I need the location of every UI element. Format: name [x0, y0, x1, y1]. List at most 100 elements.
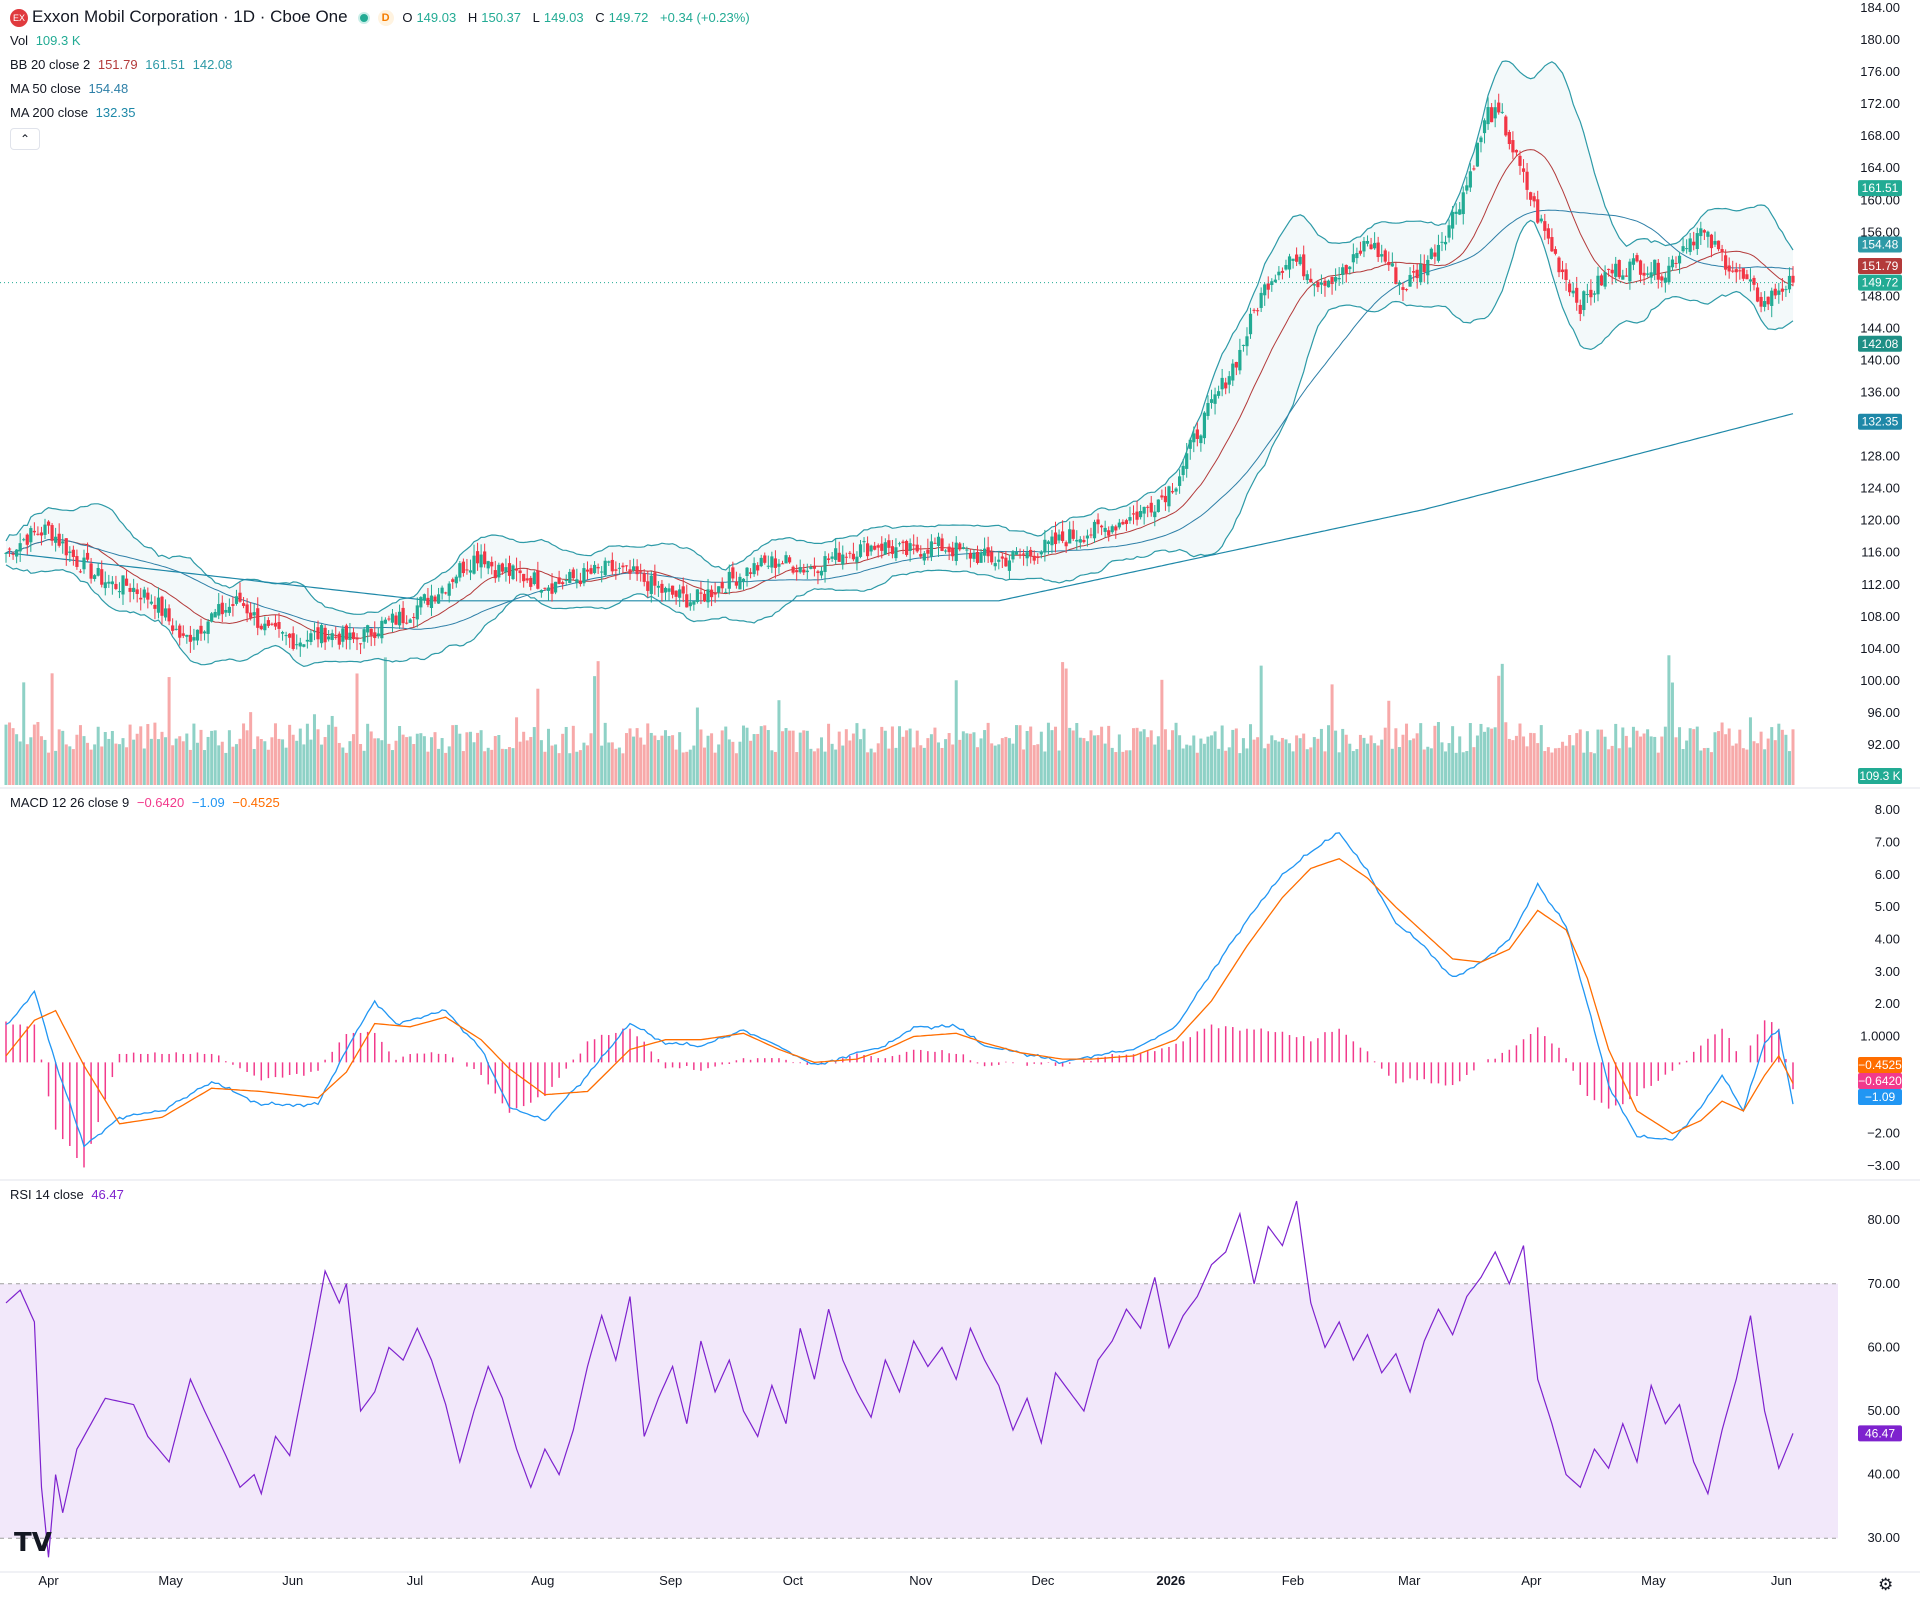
interval-badge[interactable]: D [377, 9, 394, 26]
volume-bar [589, 733, 593, 785]
candle-body [323, 627, 327, 643]
volume-bar [185, 733, 189, 785]
volume-bar [749, 740, 753, 785]
candle-body [369, 628, 373, 636]
volume-bar [1681, 749, 1685, 785]
rsi-legend[interactable]: RSI 14 close 46.47 [10, 1187, 124, 1202]
volume-bar [188, 749, 192, 785]
volume-bar [1422, 749, 1426, 785]
ma200-legend[interactable]: MA 200 close 132.35 [10, 105, 136, 120]
volume-bar [929, 734, 933, 785]
volume-bar [1770, 727, 1774, 785]
symbol-legend[interactable]: EX Exxon Mobil Corporation · 1D · Cboe On… [10, 8, 758, 27]
volume-bar [1667, 655, 1671, 785]
bb-legend[interactable]: BB 20 close 2 151.79 161.51 142.08 [10, 57, 233, 72]
candle-body [1139, 511, 1143, 518]
candle-body [784, 555, 788, 564]
gear-icon[interactable]: ⚙ [1878, 1575, 1894, 1594]
candle-body [355, 637, 359, 640]
tradingview-logo-icon[interactable]: 𝗧𝗩 [14, 1528, 52, 1558]
volume-bar [940, 747, 944, 785]
volume-bar [1653, 736, 1657, 785]
candle-body [1670, 259, 1675, 268]
volume-bar [429, 737, 433, 785]
volume-bar [1603, 736, 1607, 785]
candle-body [670, 585, 675, 595]
candle-body [702, 593, 707, 602]
volume-bar [688, 749, 692, 785]
volume-bar [1107, 725, 1111, 785]
collapse-legend-button[interactable]: ⌃ [10, 128, 40, 150]
candle-body [1780, 288, 1784, 292]
volume-legend[interactable]: Vol 109.3 K [10, 33, 81, 48]
volume-bar [1245, 748, 1249, 785]
price-pane[interactable] [0, 60, 1795, 785]
volume-bar [1043, 751, 1047, 785]
candle-body [1082, 539, 1086, 543]
volume-bar [1564, 745, 1568, 785]
candle-body [1461, 192, 1465, 215]
rsi-pane[interactable] [0, 1200, 1838, 1558]
candle-body [206, 621, 210, 634]
candle-body [426, 597, 430, 605]
volume-bar [1614, 723, 1618, 785]
volume-bar [777, 700, 781, 785]
volume-bar [217, 745, 221, 785]
volume-bar [458, 733, 462, 785]
candle-body [1192, 433, 1196, 443]
candle-body [419, 597, 423, 608]
candle-body [1291, 258, 1295, 261]
volume-bar [1724, 734, 1728, 785]
volume-bar [834, 749, 838, 785]
macd-axis-label: 7.00 [1875, 835, 1900, 850]
volume-bar [47, 752, 51, 785]
candle-body [522, 573, 526, 582]
candle-body [160, 596, 164, 616]
candle-body [1482, 120, 1487, 134]
volume-bar [727, 739, 731, 785]
volume-bar [125, 747, 129, 785]
candle-body [1206, 403, 1210, 416]
volume-bar [1497, 675, 1501, 785]
volume-bar [273, 723, 277, 785]
volume-bar [1461, 752, 1465, 785]
candle-body [592, 564, 597, 574]
time-axis-label: May [158, 1573, 183, 1588]
candle-body [383, 619, 387, 624]
macd-legend[interactable]: MACD 12 26 close 9 −0.6420 −1.09 −0.4525 [10, 795, 280, 810]
candle-body [791, 566, 795, 573]
candle-body [1050, 536, 1054, 546]
candle-body [312, 631, 317, 633]
volume-bar [1139, 731, 1143, 785]
candle-body [1688, 238, 1692, 252]
candle-body [85, 552, 90, 560]
candle-body [429, 595, 434, 609]
symbol-title[interactable]: Exxon Mobil Corporation · 1D · Cboe One [32, 7, 348, 26]
volume-bar [1702, 748, 1706, 785]
candle-body [390, 613, 395, 623]
volume-bar [1713, 732, 1717, 785]
volume-bar [284, 747, 288, 785]
candle-body [1014, 552, 1019, 555]
candle-body [578, 580, 582, 585]
volume-bar [156, 739, 160, 785]
volume-bar [965, 733, 969, 785]
volume-bar [1075, 722, 1079, 785]
market-status-icon[interactable] [357, 11, 370, 24]
candle-body [7, 548, 12, 550]
volume-bar [1280, 737, 1284, 785]
candle-body [316, 627, 320, 640]
candle-body [961, 547, 965, 550]
volume-bar [1639, 736, 1643, 785]
macd-pane[interactable] [5, 832, 1794, 1168]
volume-bar [734, 753, 738, 785]
volume-bar [1514, 735, 1518, 785]
ma50-legend[interactable]: MA 50 close 154.48 [10, 81, 129, 96]
volume-bar [1649, 736, 1653, 785]
volume-bar [1699, 750, 1703, 785]
volume-bar [1582, 752, 1586, 785]
change-value: +0.34 (+0.23%) [660, 10, 750, 25]
candle-body [1614, 263, 1618, 277]
candle-body [568, 571, 572, 584]
